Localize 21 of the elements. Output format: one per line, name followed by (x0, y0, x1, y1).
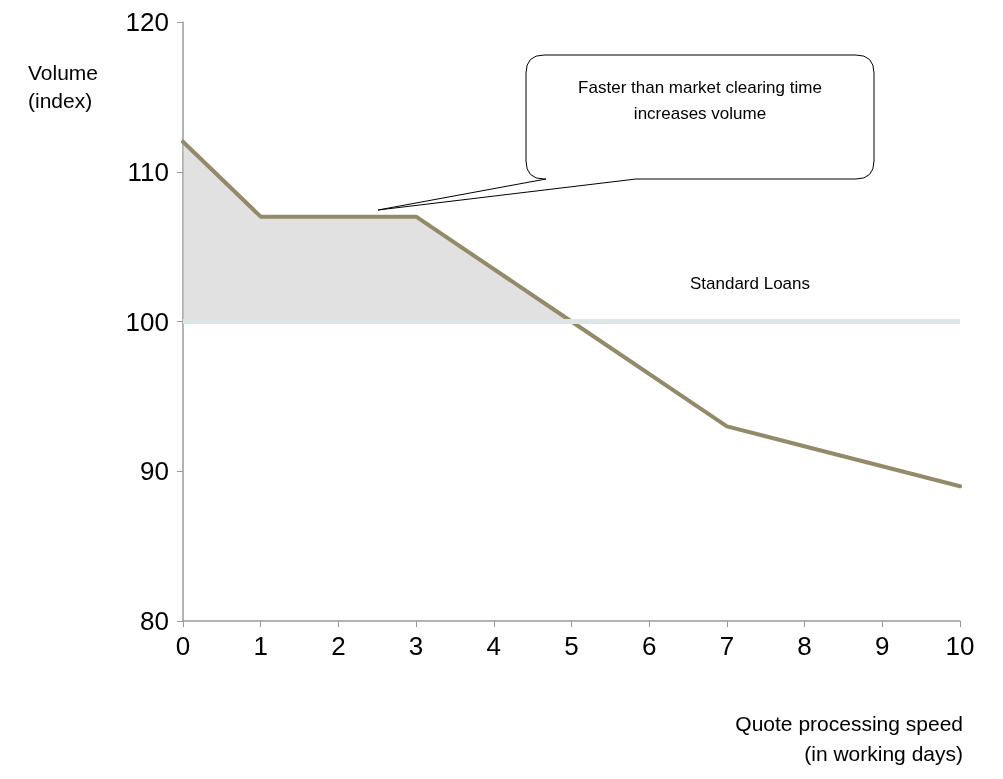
x-axis-title: Quote processing speed (in working days) (735, 711, 963, 765)
ref-line-label: Standard Loans (689, 273, 810, 293)
x-tick-label: 0 (175, 631, 191, 661)
y-tick-label: 110 (127, 156, 169, 187)
y-axis-title: Volume (index) (28, 60, 99, 112)
y-tick-label: 100 (125, 306, 169, 337)
x-tick-label: 1 (253, 631, 268, 661)
x-tick-label: 10 (945, 631, 975, 661)
x-tick-label: 3 (408, 631, 424, 661)
y-tick-label: 120 (125, 7, 169, 37)
x-tick-label: 2 (331, 631, 346, 661)
x-tick-label: 7 (719, 631, 735, 661)
y-tick-label: 80 (140, 606, 169, 636)
x-tick-label: 8 (797, 631, 812, 661)
x-tick-label: 4 (486, 631, 502, 661)
annotation: Faster than market clearing time increases volume (577, 77, 823, 125)
x-tick-label: 9 (875, 631, 890, 661)
x-tick-label: 5 (564, 631, 579, 661)
line-series (181, 139, 962, 489)
x-tick-label: 6 (641, 631, 657, 661)
y-tick-label: 90 (140, 456, 169, 487)
